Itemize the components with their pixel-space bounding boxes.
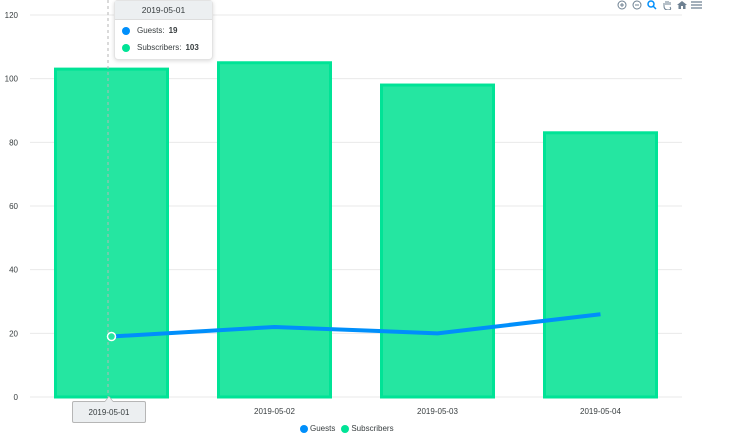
guests-line-path[interactable] — [111, 312, 601, 339]
legend-item-guests[interactable]: Guests — [300, 424, 335, 433]
zoom-in-icon[interactable] — [616, 0, 627, 11]
tooltip-title: 2019-05-01 — [115, 1, 212, 20]
tooltip: 2019-05-01 Guests: 19 Subscribers: 103 — [114, 0, 213, 60]
zoom-out-icon[interactable] — [631, 0, 642, 11]
zoom-select-icon[interactable] — [646, 0, 657, 11]
tooltip-label: Subscribers: — [137, 43, 182, 52]
hover-marker — [106, 331, 117, 342]
subscribers-legend-marker-icon — [341, 424, 350, 433]
guests-legend-marker-icon — [300, 424, 308, 433]
y-tick-label: 120 — [5, 11, 19, 20]
guests-marker-icon — [122, 26, 130, 35]
tooltip-label: Guests: — [137, 26, 165, 35]
x-axis: 2019-05-02 2019-05-03 2019-05-04 — [254, 407, 621, 416]
y-axis: 0 20 40 60 80 100 120 — [5, 11, 19, 402]
subscribers-marker-icon — [122, 43, 130, 52]
y-tick-label: 20 — [9, 329, 18, 338]
legend-label: Guests — [310, 424, 336, 433]
tooltip-value: 19 — [168, 26, 178, 35]
y-tick-label: 0 — [14, 393, 19, 402]
tooltip-value: 103 — [185, 43, 199, 52]
bar-subscribers[interactable] — [380, 83, 495, 399]
legend-item-subscribers[interactable]: Subscribers — [341, 424, 394, 433]
legend-label: Subscribers — [351, 424, 394, 433]
x-tick-label: 2019-05-04 — [580, 407, 621, 416]
subscribers-bars[interactable] — [54, 61, 658, 399]
x-tick-label: 2019-05-03 — [417, 407, 458, 416]
tooltip-row-subscribers: Subscribers: 103 — [115, 40, 212, 59]
xaxis-tooltip: 2019-05-01 — [72, 396, 146, 423]
y-tick-label: 40 — [9, 266, 18, 275]
bar-subscribers[interactable] — [543, 131, 658, 399]
pan-icon[interactable] — [661, 0, 672, 11]
y-tick-label: 80 — [9, 138, 18, 147]
legend: Guests Subscribers — [300, 424, 394, 433]
y-tick-label: 60 — [9, 202, 18, 211]
y-tick-label: 100 — [5, 75, 19, 84]
reset-home-icon[interactable] — [676, 0, 687, 11]
tooltip-row-guests: Guests: 19 — [115, 20, 212, 40]
x-tick-label: 2019-05-02 — [254, 407, 295, 416]
chart-toolbar — [616, 0, 702, 10]
bar-subscribers[interactable] — [217, 61, 332, 399]
bar-subscribers[interactable] — [54, 67, 169, 399]
menu-icon[interactable] — [691, 0, 702, 11]
guests-line[interactable] — [106, 312, 601, 342]
